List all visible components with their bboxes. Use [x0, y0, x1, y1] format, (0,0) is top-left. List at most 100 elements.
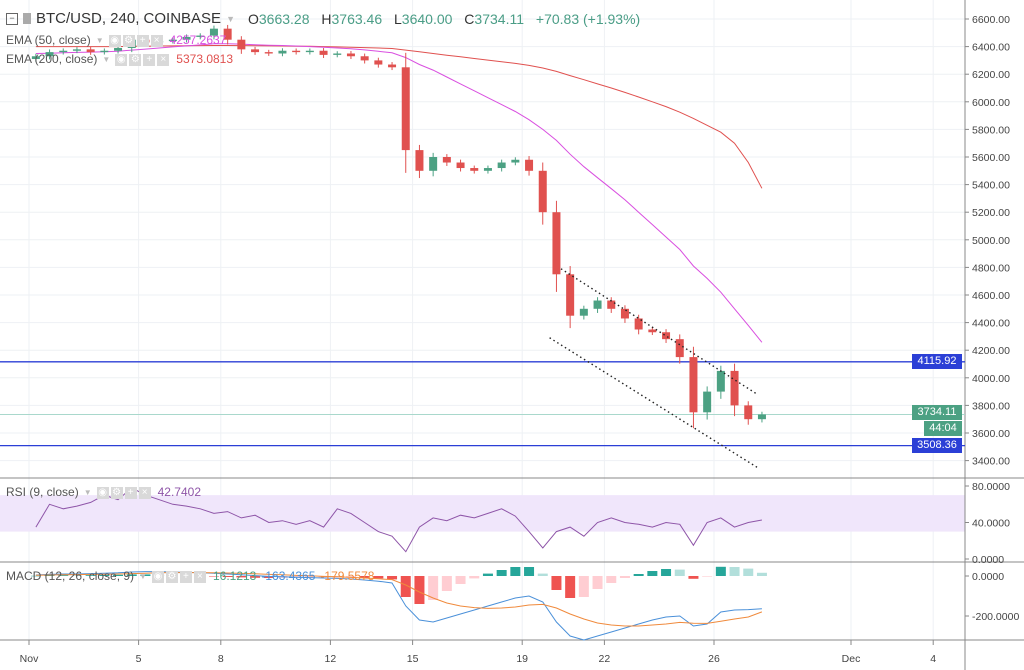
candle-body — [264, 52, 273, 54]
candle-body — [415, 150, 424, 171]
macd-histogram-bar — [208, 576, 219, 577]
ema200-legend: EMA (200, close) ▼ ◉ ⚙ + × 5373.0813 — [6, 52, 233, 66]
macd-histogram-bar — [222, 576, 233, 577]
more-icon: + — [143, 53, 156, 66]
ema50-label[interactable]: EMA (50, close) — [6, 33, 91, 47]
macd-histogram-bar — [359, 576, 370, 578]
indicator-buttons[interactable]: ◉ ⚙ + × — [151, 569, 208, 583]
macd-histogram-bar — [441, 576, 452, 591]
resistance-price-tag: 4115.92 — [912, 354, 962, 369]
settings-icon: ⚙ — [110, 486, 123, 499]
time-axis-label: 26 — [708, 653, 720, 665]
chevron-down-icon[interactable]: ▼ — [139, 571, 147, 581]
candle-body — [511, 159, 520, 163]
macd-histogram-bar — [387, 576, 398, 580]
ema50-value: 4257.2637 — [169, 33, 227, 47]
candle-body — [59, 50, 68, 53]
macd-histogram-bar — [674, 569, 685, 576]
macd-hist-value: 16.1213 — [212, 569, 257, 583]
candle-body — [566, 274, 575, 316]
macd-histogram-bar — [496, 570, 507, 576]
price-axis-label: 6000.00 — [972, 97, 1010, 109]
macd-histogram-bar — [455, 576, 466, 584]
price-axis-label: 5400.00 — [972, 180, 1010, 192]
macd-signal-value: -179.5578 — [320, 569, 375, 583]
eye-icon: ◉ — [115, 53, 128, 66]
price-axis-label: 6400.00 — [972, 42, 1010, 54]
chevron-down-icon[interactable]: ▼ — [226, 13, 235, 24]
ema200-label[interactable]: EMA (200, close) — [6, 52, 98, 66]
indicator-buttons[interactable]: ◉ ⚙ + × — [115, 52, 171, 66]
chevron-down-icon[interactable]: ▼ — [83, 487, 92, 497]
candle-body — [442, 157, 451, 163]
macd-histogram-bar — [510, 567, 521, 576]
rsi-axis-label: 40.0000 — [972, 518, 1010, 530]
candle-body — [497, 162, 506, 169]
macd-histogram-bar — [524, 567, 535, 576]
price-axis-label: 4600.00 — [972, 290, 1010, 302]
macd-histogram-bar — [58, 575, 69, 576]
rsi-band — [0, 495, 965, 532]
rsi-line — [35, 487, 762, 553]
macd-histogram-bar — [647, 571, 658, 576]
ema200-line — [35, 45, 763, 189]
macd-histogram-bar — [606, 576, 617, 583]
candle-body — [223, 28, 232, 40]
macd-histogram-bar — [702, 576, 713, 577]
eye-icon: ◉ — [96, 486, 109, 499]
candle-body — [237, 39, 246, 50]
close-icon: × — [138, 486, 151, 499]
macd-histogram-bar — [428, 576, 439, 600]
macd-histogram-bar — [633, 574, 644, 576]
time-axis-label: 4 — [930, 653, 936, 665]
candle-body — [45, 52, 54, 57]
macd-histogram-bar — [482, 573, 493, 576]
macd-histogram-bar — [250, 576, 261, 578]
candle-body — [744, 405, 753, 420]
macd-histogram-bar — [743, 568, 754, 576]
macd-histogram-bar — [400, 576, 411, 597]
candle-body — [196, 35, 205, 37]
indicator-buttons[interactable]: ◉ ⚙ + × — [96, 485, 153, 499]
channel-lower-line — [549, 337, 758, 469]
macd-label[interactable]: MACD (12, 26, close, 9) — [6, 569, 135, 583]
settings-icon: ⚙ — [129, 53, 142, 66]
price-axis-label: 4200.00 — [972, 345, 1010, 357]
candle-body — [72, 49, 81, 51]
indicator-buttons[interactable]: ◉ ⚙ + × — [108, 33, 165, 47]
candle-body — [292, 50, 301, 53]
macd-histogram-bar — [619, 576, 630, 578]
macd-histogram-bar — [236, 576, 247, 578]
candle-body — [319, 50, 328, 55]
macd-histogram-bar — [469, 576, 480, 579]
candle-body — [429, 157, 438, 171]
close-icon: × — [157, 53, 170, 66]
rsi-label[interactable]: RSI (9, close) — [6, 485, 79, 499]
macd-histogram-bar — [85, 575, 96, 576]
time-axis-label: Nov — [20, 653, 39, 665]
settings-icon: ⚙ — [165, 570, 178, 583]
candle-body — [552, 212, 561, 275]
candle-body — [620, 308, 629, 319]
candle-body — [470, 168, 479, 171]
candle-body — [346, 53, 355, 57]
chevron-down-icon[interactable]: ▼ — [95, 35, 104, 45]
ema50-line — [35, 43, 763, 343]
candle-body — [251, 49, 260, 53]
price-axis-label: 6600.00 — [972, 14, 1010, 26]
macd-histogram-bar — [661, 569, 672, 576]
price-axis-label: 3600.00 — [972, 428, 1010, 440]
time-axis-label: 5 — [136, 653, 142, 665]
candle-body — [168, 39, 177, 42]
macd-histogram-bar — [373, 576, 384, 579]
more-icon: + — [179, 570, 192, 583]
chevron-down-icon[interactable]: ▼ — [102, 54, 111, 64]
symbol-title[interactable]: BTC/USD, 240, COINBASE — [36, 10, 222, 27]
support-price-tag: 3508.36 — [912, 438, 962, 453]
collapse-icon[interactable]: − — [6, 12, 18, 25]
price-axis-label: 5200.00 — [972, 207, 1010, 219]
macd-histogram-bar — [140, 574, 151, 576]
price-axis-label: 3800.00 — [972, 400, 1010, 412]
eye-icon: ◉ — [108, 34, 121, 47]
